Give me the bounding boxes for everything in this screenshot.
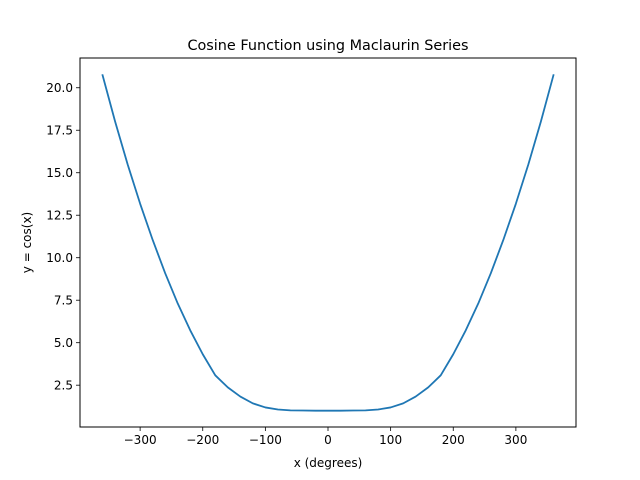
x-tick-label: 200 xyxy=(442,433,465,447)
y-tick-label: 5.0 xyxy=(54,336,73,350)
x-axis-label: x (degrees) xyxy=(294,456,363,470)
plot-area xyxy=(101,74,555,412)
x-axis: −300 −200 −100 0 100 200 300 xyxy=(124,427,527,447)
x-tick-label: 0 xyxy=(324,433,332,447)
y-tick-label: 17.5 xyxy=(46,124,73,138)
x-tick-label: 100 xyxy=(379,433,402,447)
y-tick-label: 15.0 xyxy=(46,166,73,180)
y-tick-label: 7.5 xyxy=(54,294,73,308)
y-tick-label: 10.0 xyxy=(46,251,73,265)
y-tick-label: 2.5 xyxy=(54,379,73,393)
y-axis-label: y = cos(x) xyxy=(20,212,34,273)
x-tick-label: −200 xyxy=(186,433,219,447)
x-tick-label: −100 xyxy=(249,433,282,447)
x-tick-label: −300 xyxy=(124,433,157,447)
y-tick-label: 20.0 xyxy=(46,81,73,95)
y-axis: 2.5 5.0 7.5 10.0 12.5 15.0 17.5 20.0 xyxy=(46,81,80,393)
y-tick-label: 12.5 xyxy=(46,209,73,223)
x-tick-label: 300 xyxy=(504,433,527,447)
chart-title: Cosine Function using Maclaurin Series xyxy=(187,38,468,54)
series-line xyxy=(101,74,555,412)
